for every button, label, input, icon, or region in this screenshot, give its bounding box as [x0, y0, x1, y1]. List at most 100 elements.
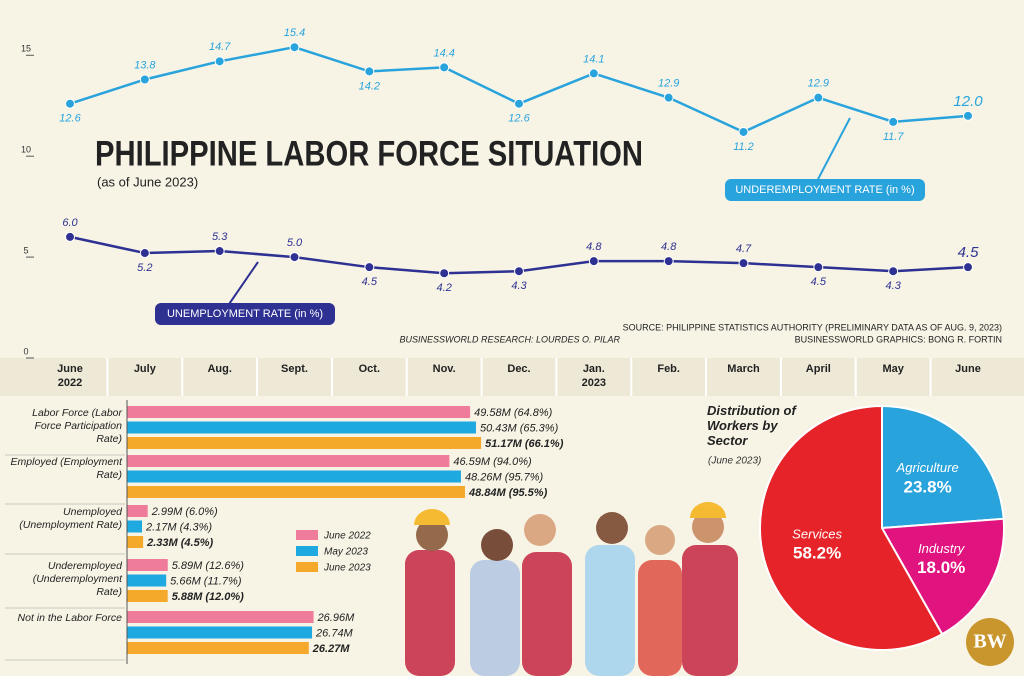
value-label: 5.88M (12.0%) [172, 591, 244, 603]
point [738, 258, 749, 269]
series-name-box [725, 179, 925, 201]
value-label: 2.33M (4.5%) [146, 537, 213, 549]
slice-name: Services [792, 527, 842, 542]
slice-name: Agriculture [896, 460, 959, 475]
research: BUSINESSWORLD RESEARCH: LOURDES O. PILAR [399, 334, 620, 344]
point [963, 262, 973, 273]
point [139, 74, 150, 85]
x-tick-label: Nov. [433, 363, 456, 375]
bar [127, 559, 168, 571]
value-label: 4.5 [958, 244, 980, 261]
logo-badge [966, 618, 1014, 666]
point [289, 252, 300, 263]
x-tick-label: Jan. 2023 [582, 363, 606, 389]
point [214, 246, 225, 257]
point [588, 256, 599, 267]
bar [127, 520, 143, 533]
category-label: Unemployed (Unemployment Rate) [19, 506, 122, 531]
point [663, 256, 674, 267]
value-label: 50.43M (65.3%) [480, 422, 559, 434]
legend-label: May 2023 [324, 547, 368, 558]
pie-slice [880, 517, 1005, 636]
point [888, 266, 899, 277]
point [65, 98, 75, 109]
point [663, 92, 674, 103]
value-label: 12.6 [508, 113, 530, 125]
value-label: 6.0 [62, 217, 78, 229]
x-tick-label: Dec. [507, 363, 530, 375]
x-tick-label: March [727, 363, 760, 375]
point [813, 92, 824, 103]
value-label: 5.2 [137, 262, 152, 274]
title: PHILIPPINE LABOR FORCE SITUATION [95, 134, 643, 173]
value-label: 48.84M (95.5%) [468, 487, 548, 499]
axis-band [0, 358, 1024, 396]
legend-label: June 2023 [323, 563, 371, 574]
value-label: 2.17M (4.3%) [145, 521, 212, 533]
pie-slice [881, 404, 1005, 530]
value-label: 26.96M [317, 612, 356, 624]
bar [127, 611, 314, 623]
y-tick-label: 5 [23, 245, 28, 255]
logo: BW [973, 631, 1006, 653]
value-label: 4.2 [437, 282, 452, 294]
point [588, 68, 599, 79]
point [139, 248, 150, 259]
subtitle: (as of June 2023) [97, 174, 198, 189]
value-label: 4.7 [736, 243, 752, 255]
value-label: 13.8 [134, 59, 156, 71]
pie-slice [759, 404, 944, 651]
value-label: 49.58M (64.8%) [474, 407, 553, 419]
value-label: 26.74M [315, 627, 354, 639]
pie-title: Distribution of Workers by Sector [707, 403, 796, 448]
legend-swatch [296, 546, 318, 556]
workers-illustration [405, 502, 738, 676]
point [289, 42, 300, 53]
value-label: 5.0 [287, 237, 303, 249]
point [963, 110, 973, 121]
bar [127, 590, 168, 602]
slice-value: 58.2% [793, 544, 841, 563]
x-tick-label: May [882, 363, 904, 375]
point [65, 231, 75, 242]
value-label: 48.26M (95.7%) [465, 471, 544, 483]
bar [127, 642, 309, 654]
value-label: 5.89M (12.6%) [172, 560, 244, 572]
value-label: 12.9 [808, 78, 829, 90]
y-tick-label: 15 [21, 44, 31, 54]
y-tick-label: 0 [23, 346, 28, 356]
series-name: UNDEREMPLOYMENT RATE (in %) [735, 184, 914, 196]
x-tick-label: Sept. [281, 363, 308, 375]
bar [127, 437, 482, 449]
legend-label: June 2022 [323, 531, 371, 542]
value-label: 4.5 [811, 276, 827, 288]
bar [127, 486, 465, 498]
bar [127, 470, 461, 483]
series-connector [814, 117, 851, 186]
x-tick-label: Aug. [207, 363, 231, 375]
value-label: 14.7 [209, 41, 231, 53]
value-label: 12.9 [658, 78, 679, 90]
category-label: Employed (Employment Rate) [10, 456, 122, 481]
value-label: 5.3 [212, 231, 228, 243]
value-label: 51.17M (66.1%) [485, 438, 564, 450]
point [514, 98, 524, 109]
category-label: Underemployed (Underemployment Rate) [32, 560, 122, 598]
legend-swatch [296, 562, 318, 572]
category-label: Labor Force (Labor Force Participation R… [32, 407, 122, 445]
slice-value: 23.8% [904, 477, 952, 496]
value-label: 4.5 [362, 276, 378, 288]
point [738, 126, 749, 137]
pie-subtitle: (June 2023) [708, 456, 761, 467]
bar [127, 455, 450, 467]
value-label: 14.4 [433, 47, 454, 59]
point [439, 268, 450, 279]
graphics: BUSINESSWORLD GRAPHICS: BONG R. FORTIN [795, 334, 1002, 344]
source: SOURCE: PHILIPPINE STATISTICS AUTHORITY … [623, 322, 1002, 332]
value-label: 2.99M (6.0%) [151, 506, 218, 518]
bar [127, 406, 471, 418]
value-label: 4.3 [511, 280, 527, 292]
x-tick-label: June [955, 363, 981, 375]
